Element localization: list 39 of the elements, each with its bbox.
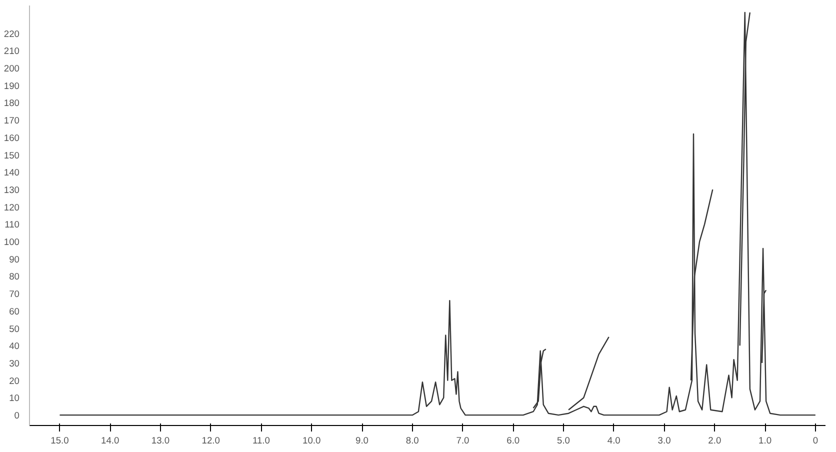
x-tick-label: 13.0	[151, 436, 170, 446]
y-tick-label: 80	[9, 272, 20, 282]
y-tick-label: 220	[4, 28, 20, 39]
y-tick-label: 180	[4, 98, 20, 108]
y-tick-label: 170	[4, 116, 20, 126]
y-tick-label: 100	[4, 237, 20, 248]
x-tick-label: 6.0	[506, 436, 520, 446]
x-tick-label: 8.0	[406, 436, 419, 446]
x-tick-label: 2.0	[708, 436, 722, 446]
x-tick-label: 1.0	[758, 436, 772, 446]
y-tick-label: 130	[4, 184, 20, 195]
y-tick-label: 30	[9, 358, 20, 369]
y-tick-label: 150	[4, 150, 20, 160]
y-tick-label: 210	[4, 46, 20, 56]
y-tick-label: 120	[4, 202, 20, 212]
x-tick-label: 0	[812, 436, 818, 446]
x-tick-label: 14.0	[101, 436, 120, 446]
x-tick-label: 10.0	[302, 436, 321, 446]
y-tick-label: 10	[9, 393, 20, 404]
y-tick-label: 160	[4, 132, 20, 143]
x-tick-label: 11.0	[252, 436, 270, 446]
x-tick-label: 15.0	[50, 436, 69, 446]
y-tick-label: 40	[9, 341, 20, 352]
y-tick-label: 50	[9, 324, 20, 334]
y-tick-label: 60	[9, 306, 20, 316]
y-tick-label: 20	[9, 376, 20, 386]
x-tick-label: 3.0	[658, 436, 671, 446]
y-tick-label: 140	[4, 168, 20, 178]
x-tick-label: 9.0	[356, 436, 368, 446]
y-tick-label: 0	[14, 410, 20, 421]
x-tick-label: 5.0	[557, 436, 570, 446]
x-tick-label: 4.0	[607, 436, 620, 446]
y-tick-label: 110	[4, 220, 20, 230]
y-tick-label: 70	[9, 289, 20, 300]
x-tick-label: 12.0	[202, 436, 220, 446]
y-tick-label: 200	[4, 63, 20, 74]
y-tick-label: 190	[4, 80, 20, 91]
x-tick-label: 7.0	[456, 436, 470, 446]
y-tick-label: 90	[9, 254, 20, 264]
